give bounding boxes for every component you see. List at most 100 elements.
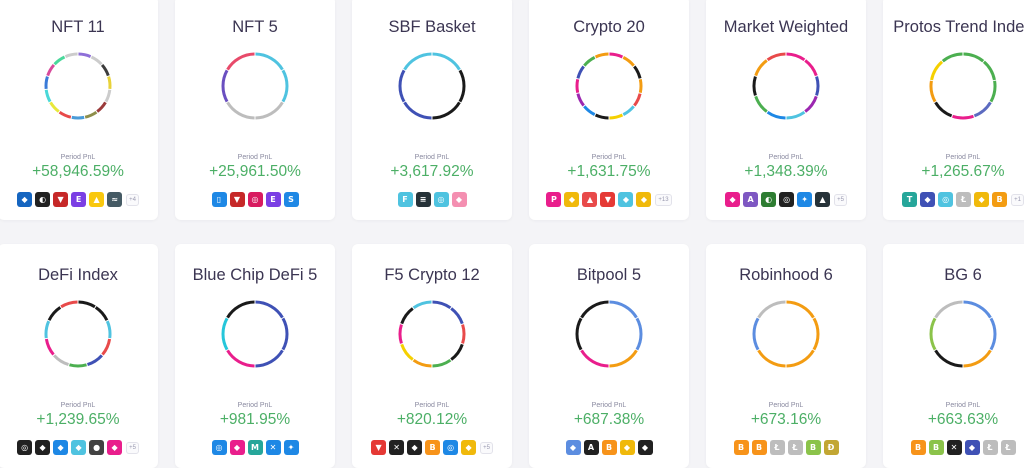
- more-tokens-badge[interactable]: +5: [480, 441, 493, 454]
- basket-card[interactable]: NFT 5 Period PnL +25,961.50% ▯ ▼ ◎ E S: [175, 0, 335, 220]
- donut-segment: [609, 113, 624, 120]
- allocation-donut: [752, 52, 820, 120]
- token-icon: ✦: [797, 192, 813, 207]
- donut-segment: [44, 338, 55, 356]
- basket-name: SBF Basket: [388, 18, 476, 36]
- donut-segment: [580, 300, 609, 319]
- token-icon: B: [992, 192, 1008, 207]
- donut-segment: [101, 338, 112, 356]
- allocation-donut: [929, 300, 997, 368]
- basket-card[interactable]: BG 6 Period PnL +663.63% B B ✕ ◆ Ł Ł: [883, 244, 1024, 468]
- donut-segment: [576, 65, 585, 79]
- basket-card[interactable]: NFT 11 Period PnL +58,946.59% ◆ ◐ ▼ E ▲ ≈ +4: [0, 0, 158, 220]
- donut-segment: [576, 93, 585, 107]
- token-icon: ◆: [229, 440, 245, 455]
- donut-segment: [757, 349, 786, 368]
- token-icon: ◎: [17, 440, 33, 455]
- token-icon: ≡: [415, 192, 431, 207]
- more-tokens-badge[interactable]: +13: [655, 193, 672, 206]
- token-icon: ≈: [107, 192, 123, 207]
- basket-name: Bitpool 5: [576, 266, 642, 284]
- period-pnl-value: +687.38%: [573, 411, 645, 428]
- basket-card[interactable]: Crypto 20 Period PnL +1,631.75% P ◆ ▲ ▼ ◆ ◆ +13: [529, 0, 689, 220]
- donut-segment: [786, 52, 806, 62]
- token-icon: B: [928, 440, 944, 455]
- basket-card[interactable]: F5 Crypto 12 Period PnL +820.12% ▼ ✕ ◆ B ◎ ◆ +5: [352, 244, 512, 468]
- donut-segment: [255, 52, 284, 71]
- donut-segment: [104, 89, 112, 103]
- donut-segment: [450, 343, 464, 361]
- basket-card[interactable]: Market Weighted Period PnL +1,348.39% ◆ A ◐ ◎ ✦…: [706, 0, 866, 220]
- donut-segment: [635, 317, 643, 351]
- token-icon: ◎: [779, 192, 795, 207]
- token-icon: Ð: [823, 440, 839, 455]
- donut-segment: [107, 76, 112, 90]
- basket-card[interactable]: Blue Chip DeFi 5 Period PnL +981.95% ◎ ◆ M ✕ ✦: [175, 244, 335, 468]
- donut-segment: [53, 55, 66, 66]
- donut-segment: [281, 69, 289, 103]
- basket-card[interactable]: SBF Basket Period PnL +3,617.92% F ≡ ◎ ◆: [352, 0, 512, 220]
- donut-segment: [766, 110, 786, 120]
- donut-segment: [400, 343, 414, 361]
- token-icon: ◆: [964, 440, 980, 455]
- donut-segment: [458, 69, 466, 103]
- donut-segment: [100, 63, 110, 77]
- donut-segment: [815, 76, 820, 96]
- donut-segment: [49, 101, 60, 113]
- more-tokens-badge[interactable]: +5: [126, 441, 139, 454]
- token-icon: B: [805, 440, 821, 455]
- allocation-donut: [221, 300, 289, 368]
- donut-segment: [752, 76, 757, 96]
- basket-name: F5 Crypto 12: [384, 266, 480, 284]
- donut-segment: [633, 65, 642, 79]
- more-tokens-badge[interactable]: +1: [1011, 193, 1024, 206]
- donut-segment: [281, 317, 289, 351]
- token-icon: ◎: [938, 192, 954, 207]
- donut-segment: [44, 320, 51, 339]
- basket-name: BG 6: [944, 266, 982, 284]
- token-icon: ◆: [637, 440, 653, 455]
- donut-segment: [432, 300, 452, 310]
- period-pnl-value: +1,631.75%: [567, 163, 651, 180]
- period-pnl-value: +1,348.39%: [744, 163, 828, 180]
- token-icon: ▼: [371, 440, 387, 455]
- basket-card[interactable]: Protos Trend Index Period PnL +1,265.67% T ◆…: [883, 0, 1024, 220]
- token-icons: ◆ ◐ ▼ E ▲ ≈ +4: [0, 192, 158, 207]
- token-icon: ◎: [211, 440, 227, 455]
- more-tokens-badge[interactable]: +4: [126, 193, 139, 206]
- donut-segment: [403, 52, 432, 71]
- period-pnl-label: Period PnL: [945, 402, 981, 409]
- token-icons: ▯ ▼ ◎ E S: [175, 192, 335, 207]
- period-pnl-value: +3,617.92%: [390, 163, 474, 180]
- more-tokens-badge[interactable]: +5: [834, 193, 847, 206]
- period-pnl-label: Period PnL: [414, 402, 450, 409]
- donut-segment: [86, 354, 103, 366]
- basket-name: Robinhood 6: [739, 266, 833, 284]
- token-icon: B: [733, 440, 749, 455]
- token-icon: ▲: [815, 192, 831, 207]
- basket-name: Blue Chip DeFi 5: [192, 266, 318, 284]
- token-icon: ◆: [564, 192, 580, 207]
- token-icon: S: [283, 192, 299, 207]
- donut-segment: [255, 300, 284, 319]
- basket-card[interactable]: DeFi Index Period PnL +1,239.65% ◎ ◆ ◆ ◆ ● ◆ +5: [0, 244, 158, 468]
- period-pnl-label: Period PnL: [237, 402, 273, 409]
- allocation-donut: [398, 52, 466, 120]
- donut-segment: [53, 354, 70, 366]
- token-icon: Ł: [1000, 440, 1016, 455]
- allocation-donut: [398, 300, 466, 368]
- token-icon: Ł: [769, 440, 785, 455]
- period-pnl-label: Period PnL: [60, 154, 96, 161]
- basket-card[interactable]: Bitpool 5 Period PnL +687.38% ◆ A B ◆ ◆: [529, 244, 689, 468]
- donut-segment: [934, 101, 953, 118]
- token-icons: B B ✕ ◆ Ł Ł: [883, 440, 1024, 455]
- token-icon: ◆: [636, 192, 652, 207]
- basket-card[interactable]: Robinhood 6 Period PnL +673.16% B B Ł Ł B Ð: [706, 244, 866, 468]
- token-icon: A: [743, 192, 759, 207]
- basket-name: Crypto 20: [573, 18, 645, 36]
- donut-segment: [96, 101, 107, 113]
- donut-segment: [78, 52, 92, 58]
- token-icon: B: [601, 440, 617, 455]
- token-icons: T ◆ ◎ Ł ◆ B +1: [883, 192, 1024, 207]
- token-icons: ◎ ◆ M ✕ ✦: [175, 440, 335, 455]
